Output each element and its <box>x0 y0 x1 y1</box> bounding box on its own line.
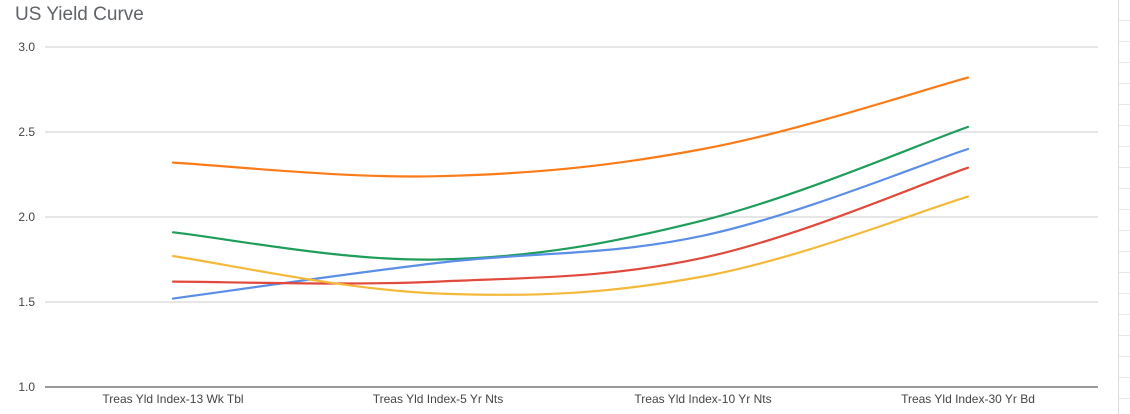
series-line-4 <box>171 166 970 285</box>
y-tick-label: 3.0 <box>18 40 35 54</box>
chart-title: US Yield Curve <box>15 4 144 25</box>
y-tick-label: 1.5 <box>18 295 35 309</box>
series-line-5 <box>171 195 970 296</box>
scrollbar-edge <box>1118 0 1130 414</box>
y-tick-label: 1.0 <box>18 380 35 394</box>
x-tick-label: Treas Yld Index-13 Wk Tbl <box>102 392 243 406</box>
x-tick-label: Treas Yld Index-10 Yr Nts <box>634 392 771 406</box>
series-line-1 <box>171 76 970 178</box>
series-line-2 <box>171 125 970 261</box>
x-tick-label: Treas Yld Index-30 Yr Bd <box>901 392 1035 406</box>
x-tick-label: Treas Yld Index-5 Yr Nts <box>373 392 504 406</box>
y-tick-label: 2.0 <box>18 210 35 224</box>
y-tick-label: 2.5 <box>18 125 35 139</box>
